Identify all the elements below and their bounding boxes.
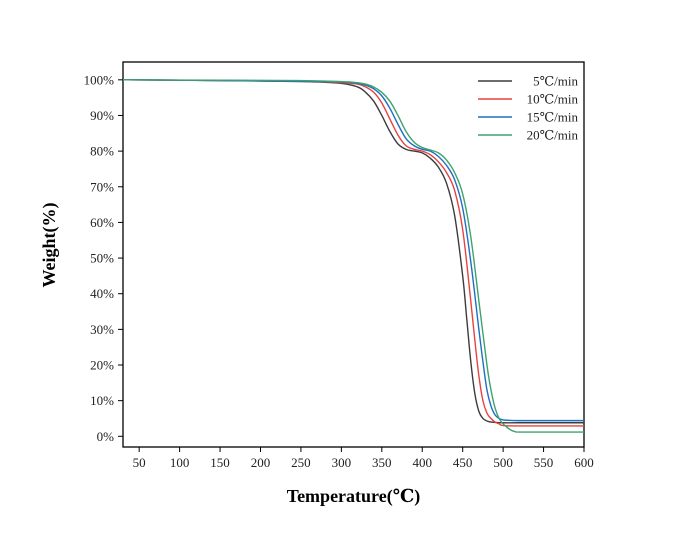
y-tick-label: 20%: [90, 358, 114, 373]
legend-label: 15℃/min: [527, 110, 579, 125]
y-tick-label: 30%: [90, 322, 114, 337]
y-tick-label: 70%: [90, 179, 114, 194]
x-tick-label: 600: [574, 455, 594, 470]
y-tick-label: 80%: [90, 144, 114, 159]
x-tick-label: 500: [493, 455, 513, 470]
series-line-3: [122, 79, 584, 422]
x-axis-ticks: 50 100 150 200 250 300 350 400 450 500 550 600: [133, 447, 594, 470]
legend: 5℃/min 10℃/min 15℃/min 20℃/min: [478, 74, 578, 143]
x-tick-label: 250: [291, 455, 311, 470]
x-tick-label: 350: [372, 455, 392, 470]
legend-label: 10℃/min: [527, 92, 579, 107]
x-tick-label: 100: [170, 455, 190, 470]
x-tick-label: 150: [210, 455, 230, 470]
y-tick-label: 10%: [90, 393, 114, 408]
legend-label: 20℃/min: [527, 128, 579, 143]
y-tick-label: 0%: [97, 429, 115, 444]
x-axis-title: Temperature(℃): [287, 486, 421, 507]
y-tick-label: 40%: [90, 286, 114, 301]
x-tick-label: 550: [534, 455, 554, 470]
y-tick-label: 90%: [90, 108, 114, 123]
y-tick-label: 60%: [90, 215, 114, 230]
legend-label: 5℃/min: [533, 74, 578, 89]
y-tick-label: 100%: [84, 72, 115, 87]
x-tick-label: 200: [251, 455, 271, 470]
series-line-4: [122, 79, 584, 433]
series-lines: [122, 79, 584, 433]
series-line-1: [122, 79, 584, 424]
y-axis-title: Weight(%): [39, 203, 60, 288]
plot-frame: [122, 61, 585, 448]
x-tick-label: 50: [133, 455, 146, 470]
series-line-2: [122, 79, 584, 427]
x-tick-label: 400: [412, 455, 432, 470]
y-tick-label: 50%: [90, 251, 114, 266]
x-tick-label: 300: [332, 455, 352, 470]
x-tick-label: 450: [453, 455, 473, 470]
y-axis-ticks: 0% 10% 20% 30% 40% 50% 60% 70% 80% 90% 100%: [84, 72, 123, 444]
